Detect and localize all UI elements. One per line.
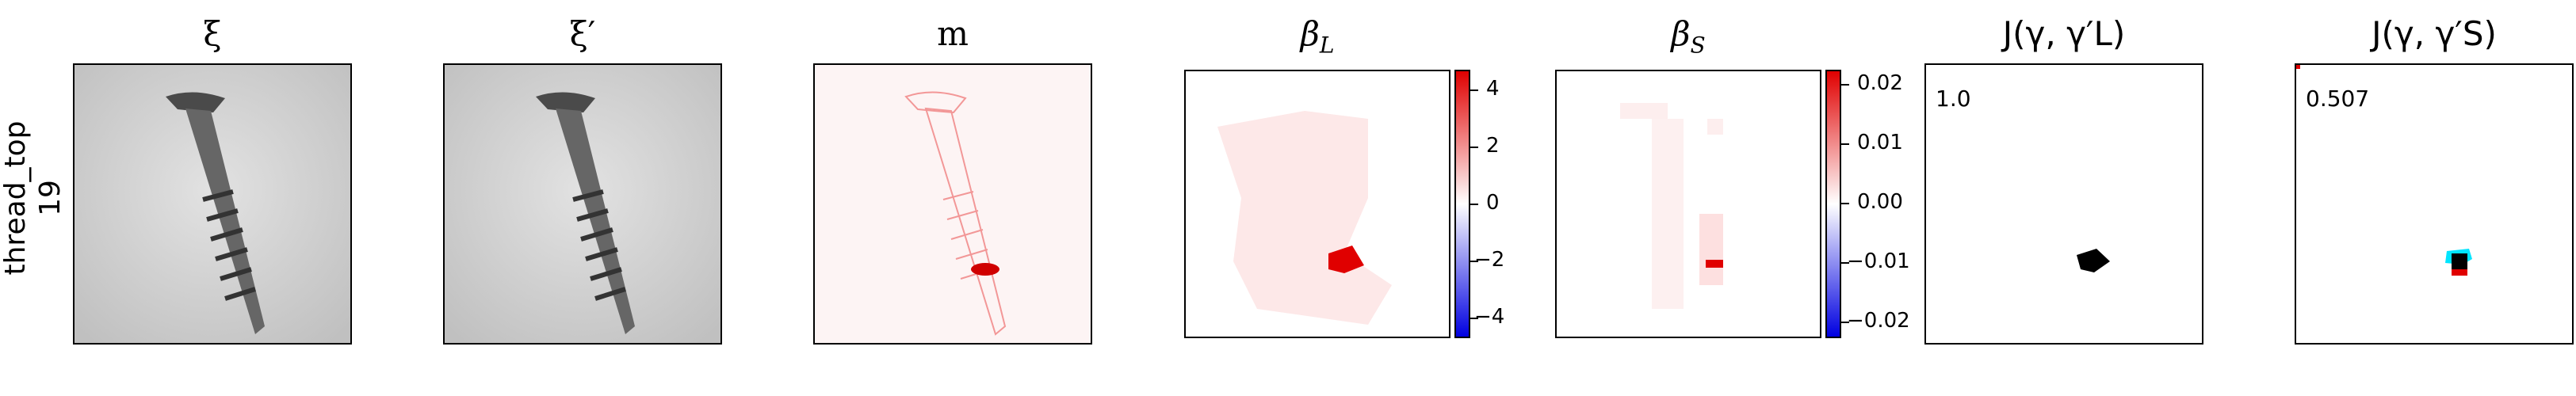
colorbar-s (1825, 70, 1841, 338)
beta-l-peak (1328, 246, 1364, 273)
jaccard-score-l: 1.0 (1936, 86, 1971, 112)
panel-title-m: m (937, 14, 969, 53)
panel-title-beta-l: βL (1300, 14, 1335, 59)
panel-title-xi: ξ (203, 14, 222, 53)
mask-region (2077, 249, 2110, 272)
panel-beta-s (1555, 70, 1821, 338)
colorbar-l-tick: 0 (1486, 191, 1500, 215)
panel-title-j-l: J(γ, γ′L) (2002, 14, 2126, 53)
jaccard-score-s: 0.507 (2306, 86, 2370, 112)
colorbar-l-tick: −2 (1474, 248, 1505, 272)
mask-region (2452, 253, 2467, 271)
colorbar-l-tick: 4 (1486, 77, 1500, 101)
defect-spot (971, 263, 999, 276)
panel-xi-prime (443, 63, 722, 345)
colorbar-l (1454, 70, 1470, 338)
colorbar-s-tick: 0.00 (1857, 190, 1903, 214)
screw-shape (166, 92, 265, 334)
screw-image-repaired (445, 65, 720, 343)
colorbar-s-tick: 0.01 (1857, 131, 1903, 154)
panel-title-xi-prime: ξ′ (569, 14, 596, 53)
row-label-name: thread_top (0, 120, 32, 276)
colorbar-s-tick: −0.02 (1847, 309, 1910, 333)
difference-map (815, 65, 1091, 343)
colorbar-s-tick: 0.02 (1857, 71, 1903, 95)
panel-m (813, 63, 1092, 345)
beta-s-peak (1706, 260, 1723, 268)
panel-xi (73, 63, 352, 345)
row-label-index: 19 (34, 180, 67, 216)
colorbar-s-tick: −0.01 (1847, 249, 1910, 273)
red-region (2452, 269, 2467, 276)
mask-overlay-s (2296, 65, 2472, 276)
panel-beta-l (1184, 70, 1450, 338)
beta-l-map (1186, 71, 1449, 337)
panel-j-s: 0.507 (2295, 63, 2574, 345)
beta-s-map (1557, 71, 1820, 337)
screw-image (75, 65, 350, 343)
colorbar-l-tick: 2 (1486, 134, 1500, 158)
mask-overlay-l (2077, 249, 2110, 272)
panel-title-beta-s: βS (1671, 14, 1706, 59)
panel-j-l: 1.0 (1924, 63, 2203, 345)
panel-title-j-s: J(γ, γ′S) (2372, 14, 2497, 53)
colorbar-l-tick: −4 (1474, 305, 1505, 329)
